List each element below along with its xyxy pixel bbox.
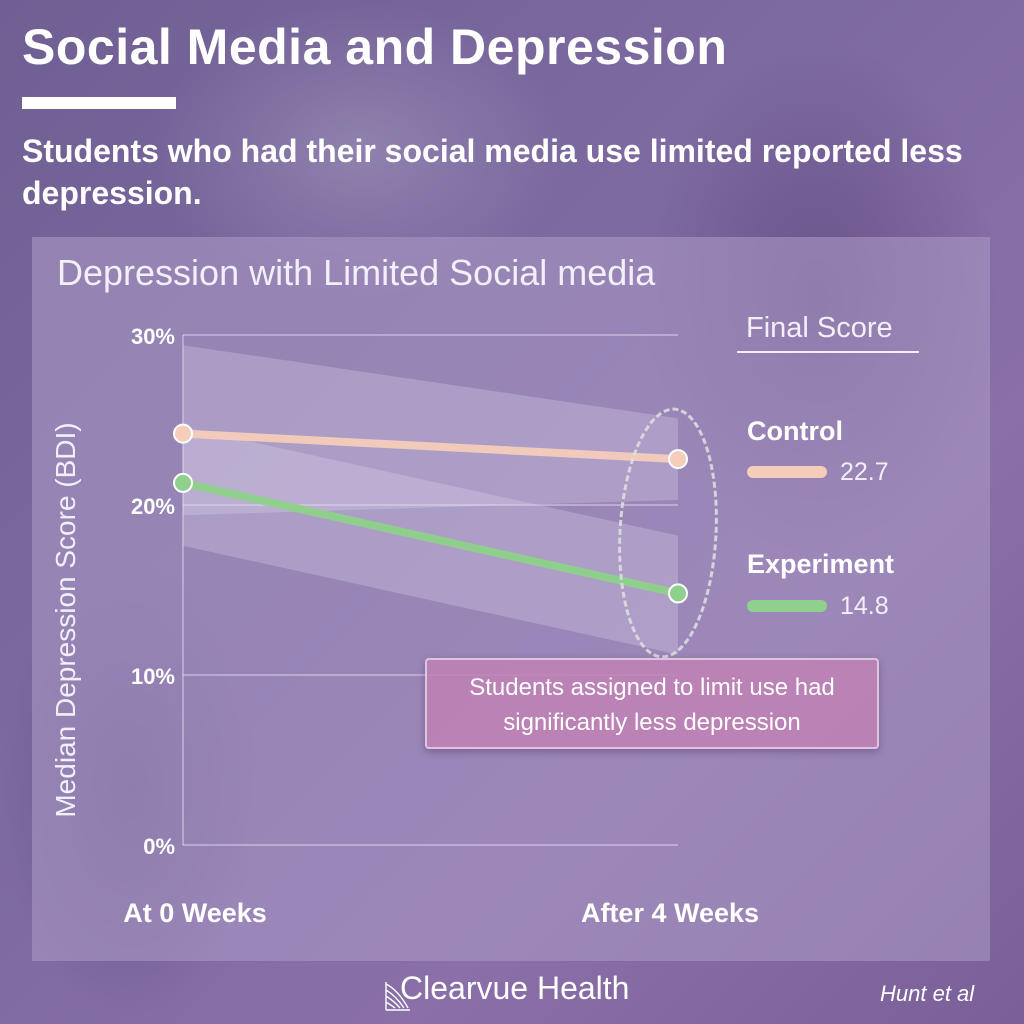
y-tick-label: 0% (143, 834, 175, 859)
data-point (668, 583, 688, 604)
series-line (179, 478, 682, 598)
page-title: Social Media and Depression (22, 19, 728, 75)
legend-experiment-swatch (747, 600, 827, 612)
confidence-band (183, 345, 678, 516)
data-point (173, 423, 193, 444)
legend-title: Final Score (746, 312, 893, 344)
legend-control-label: Control (747, 416, 843, 446)
annotation-callout: Students assigned to limit use had signi… (425, 658, 879, 749)
series-line (179, 429, 682, 464)
chart-panel (32, 237, 990, 961)
clearvue-logo-icon (385, 982, 410, 1011)
legend-control-value: 22.7 (840, 458, 889, 486)
x-tick-label: After 4 Weeks (581, 898, 759, 928)
chart-title: Depression with Limited Social media (57, 252, 656, 293)
y-tick-label: 20% (131, 494, 175, 519)
legend-control-swatch (747, 466, 827, 478)
highlight-ellipse (618, 407, 718, 659)
title-underline (22, 97, 176, 109)
y-tick-label: 10% (131, 664, 175, 689)
brand-name: Clearvue Health (400, 970, 630, 1006)
y-tick-label: 30% (131, 324, 175, 349)
data-point (668, 449, 688, 470)
data-point (173, 472, 193, 493)
y-axis-label: Median Depression Score (BDI) (50, 422, 81, 817)
x-tick-label: At 0 Weeks (123, 898, 267, 928)
legend-experiment-label: Experiment (747, 549, 895, 579)
page-subtitle: Students who had their social media use … (22, 133, 963, 211)
legend-experiment-value: 14.8 (840, 592, 889, 620)
legend-title-underline (737, 351, 919, 353)
source-credit: Hunt et al (880, 981, 975, 1006)
